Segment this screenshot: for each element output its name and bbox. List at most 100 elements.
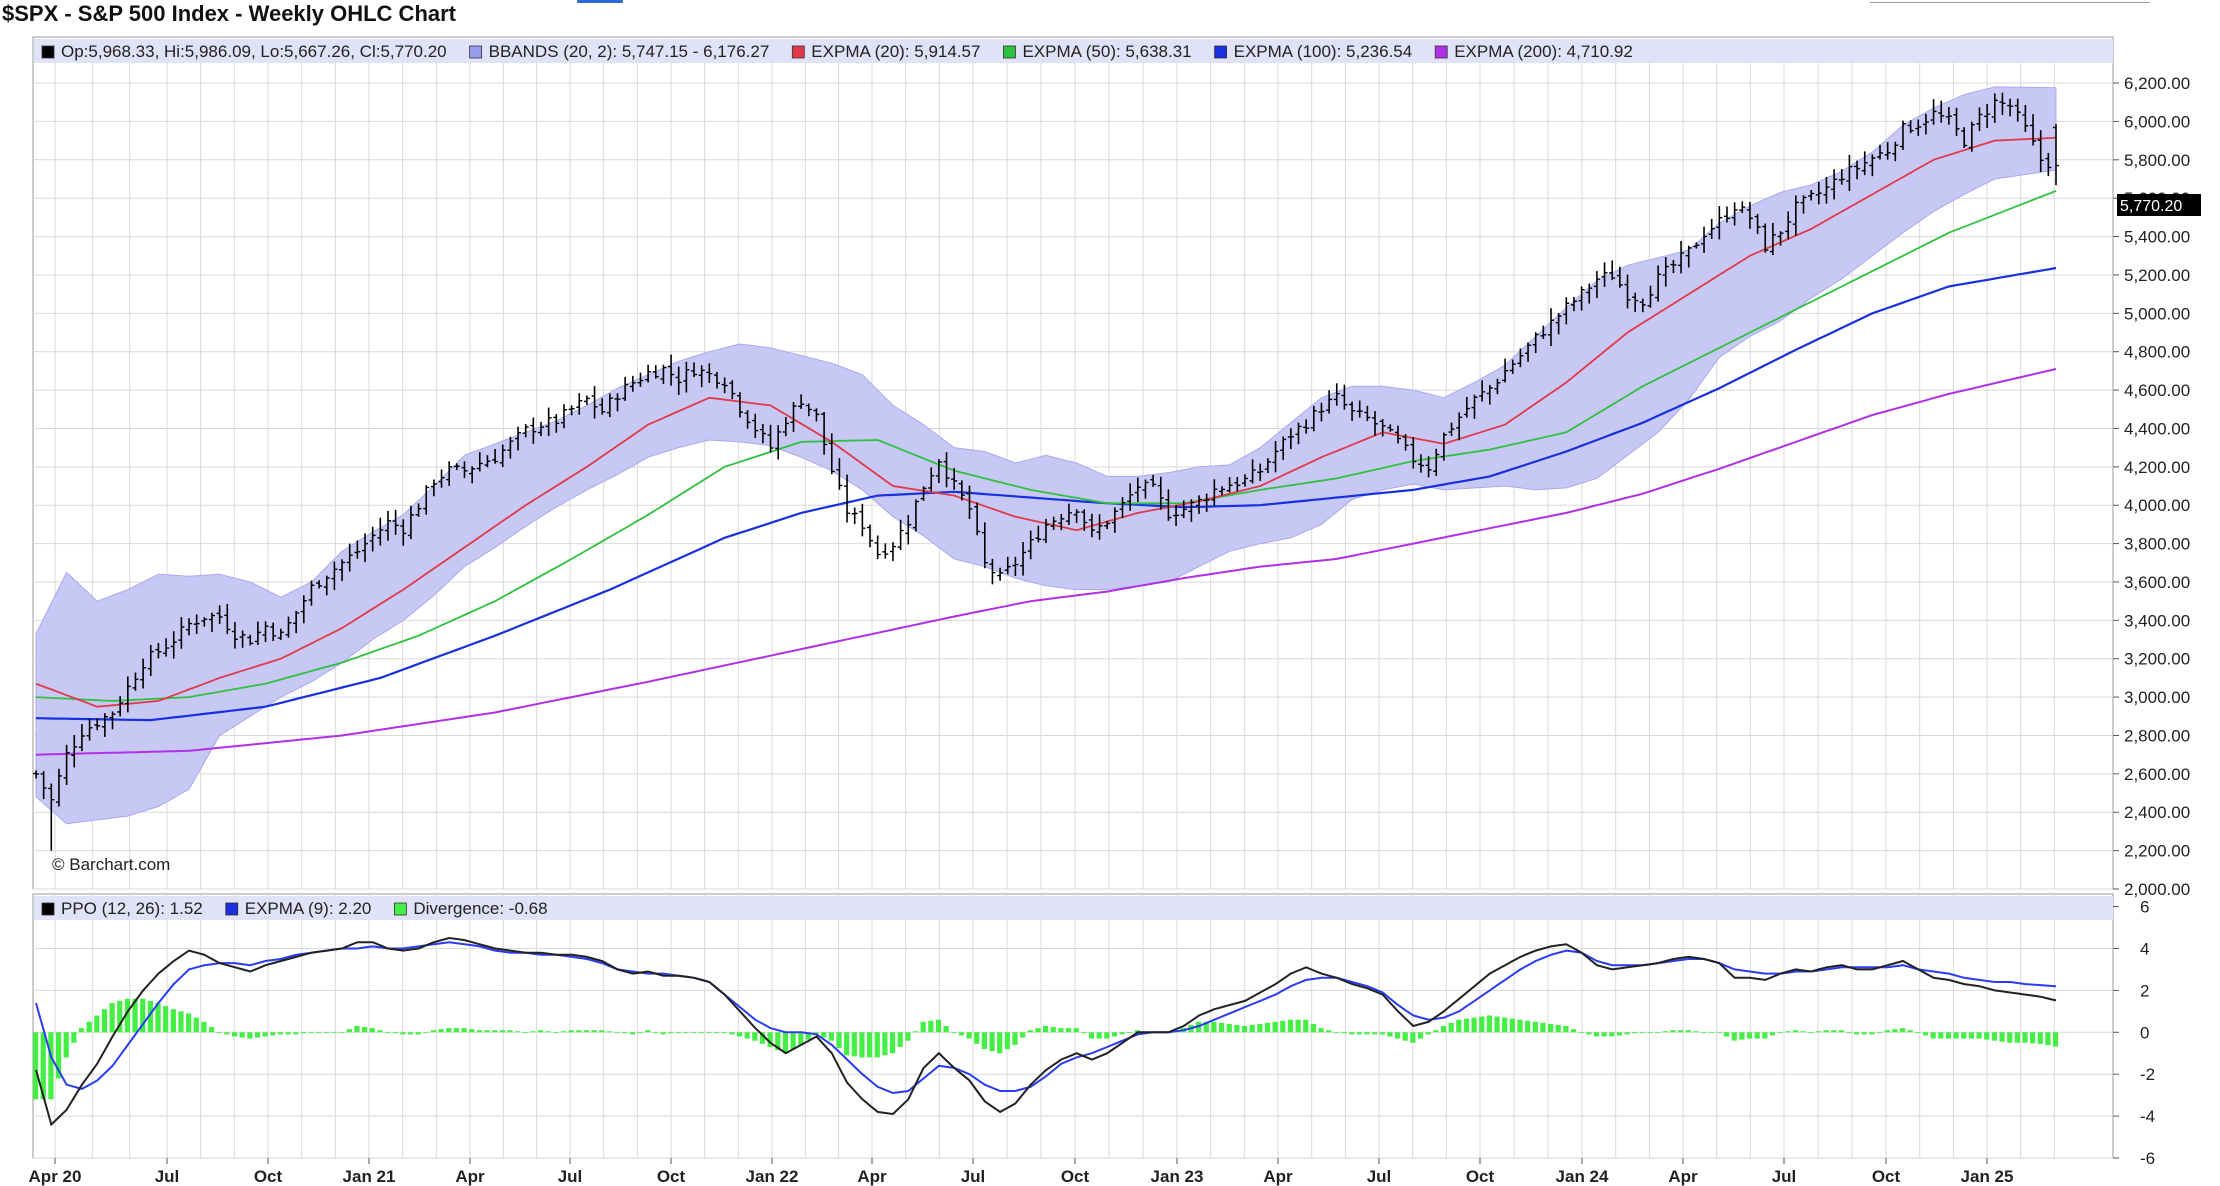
divergence-bar	[1073, 1028, 1079, 1033]
divergence-bar	[438, 1029, 444, 1033]
divergence-bar	[1043, 1026, 1049, 1033]
y-tick-label: 6,200.00	[2124, 74, 2190, 93]
divergence-bar	[790, 1032, 796, 1050]
legend-item-1: BBANDS (20, 2): 5,747.15 - 6,176.27	[489, 42, 770, 61]
divergence-bar	[905, 1032, 911, 1041]
main-grid	[33, 37, 2113, 890]
divergence-bar	[1915, 1032, 1921, 1034]
divergence-bar	[323, 1032, 329, 1034]
divergence-bar	[339, 1032, 345, 1034]
divergence-bar	[958, 1032, 965, 1036]
divergence-bar	[124, 998, 131, 1033]
ema200-line	[35, 368, 2057, 756]
divergence-bar	[1785, 1031, 1791, 1033]
x-tick-label: Oct	[1466, 1167, 1495, 1186]
divergence-bar	[300, 1032, 307, 1034]
divergence-bar	[492, 1030, 498, 1033]
divergence-bar	[1372, 1032, 1378, 1035]
divergence-bar	[1945, 1032, 1952, 1039]
divergence-bar	[384, 1032, 391, 1034]
ppo-pane[interactable]: 6 4 2 0 -2 -4 -6 PPO (12, 26): 1.52 EXPMA (9): …	[32, 893, 2155, 1168]
divergence-bar	[1563, 1026, 1569, 1033]
divergence-bar	[1448, 1022, 1454, 1033]
divergence-bar	[392, 1032, 398, 1034]
x-tick-label: Oct	[1061, 1167, 1090, 1186]
divergence-bar	[1387, 1032, 1393, 1037]
divergence-bar	[2053, 1032, 2059, 1047]
divergence-bar	[652, 1032, 658, 1034]
divergence-bar	[1349, 1032, 1355, 1035]
legend-item-2: Divergence: -0.68	[413, 899, 547, 918]
x-tick-label: Apr	[857, 1167, 887, 1186]
divergence-bar	[86, 1021, 92, 1033]
x-tick-label: Jan 24	[1556, 1167, 1609, 1186]
y-tick-label: -2	[2140, 1065, 2155, 1084]
divergence-bar	[186, 1013, 192, 1033]
divergence-bar	[683, 1032, 689, 1034]
y-tick-label: 3,400.00	[2124, 611, 2190, 630]
divergence-bar	[1494, 1016, 1500, 1033]
last-price-marker: 5,770.20	[2117, 194, 2201, 216]
divergence-bar	[1930, 1032, 1936, 1039]
divergence-bar	[851, 1032, 857, 1057]
divergence-bar	[239, 1032, 245, 1038]
divergence-bar	[1065, 1028, 1072, 1033]
divergence-bar	[2037, 1032, 2043, 1044]
divergence-bar	[277, 1032, 284, 1035]
main-price-pane[interactable]: 2,000.00 2,200.00 2,400.00 2,600.00 2,800.00…	[32, 36, 2201, 899]
divergence-bar	[1456, 1019, 1462, 1033]
divergence-bar	[1746, 1032, 1753, 1039]
divergence-bar	[1433, 1030, 1439, 1033]
legend-item-3: EXPMA (50): 5,638.31	[1022, 42, 1191, 61]
divergence-bar	[1249, 1024, 1255, 1033]
divergence-bar	[736, 1032, 743, 1037]
ppo-legend: PPO (12, 26): 1.52 EXPMA (9): 2.20 Diverge…	[34, 896, 2113, 920]
x-tick-label: Apr	[1263, 1167, 1293, 1186]
divergence-bar	[767, 1032, 773, 1047]
divergence-bar	[1999, 1032, 2005, 1042]
divergence-bar	[140, 998, 146, 1033]
divergence-bar	[377, 1030, 383, 1033]
divergence-bar	[675, 1032, 681, 1034]
y-tick-label: 5,800.00	[2124, 151, 2190, 170]
legend-swatch	[1434, 45, 1448, 59]
divergence-bar	[1463, 1018, 1470, 1033]
legend-swatch	[225, 902, 239, 916]
divergence-bar	[1578, 1032, 1584, 1034]
divergence-bar	[1479, 1016, 1485, 1033]
divergence-bar	[1532, 1021, 1538, 1033]
divergence-bar	[1670, 1030, 1676, 1033]
divergence-bar	[798, 1032, 804, 1045]
legend-band	[34, 39, 2113, 63]
divergence-bar	[2030, 1032, 2036, 1044]
divergence-bar	[48, 1032, 54, 1100]
divergence-bar	[1111, 1032, 1118, 1037]
divergence-bar	[1326, 1030, 1332, 1033]
divergence-bar	[163, 1006, 169, 1033]
divergence-bar	[308, 1032, 314, 1034]
divergence-bar	[1012, 1032, 1018, 1045]
divergence-bar	[1854, 1032, 1860, 1035]
divergence-bar	[897, 1032, 903, 1047]
divergence-bar	[637, 1032, 643, 1034]
y-tick-label: 3,200.00	[2124, 650, 2190, 669]
divergence-bar	[1647, 1032, 1653, 1034]
divergence-bar	[2007, 1032, 2013, 1043]
divergence-bar	[721, 1032, 727, 1034]
divergence-bar	[1731, 1032, 1737, 1041]
top-right-input-edge[interactable]	[1870, 0, 2150, 3]
divergence-bar	[55, 1032, 62, 1079]
divergence-bar	[1877, 1032, 1883, 1034]
divergence-bar	[101, 1009, 108, 1033]
y-tick-label: 3,000.00	[2124, 688, 2190, 707]
small-blue-tab-marker[interactable]	[577, 0, 623, 3]
divergence-bar	[1754, 1032, 1760, 1039]
divergence-bar	[1655, 1032, 1661, 1034]
divergence-bar	[645, 1030, 651, 1033]
divergence-bar	[1394, 1032, 1401, 1039]
y-tick-label: 6,000.00	[2124, 112, 2190, 131]
divergence-bar	[1808, 1032, 1814, 1034]
divergence-bar	[1624, 1032, 1630, 1035]
divergence-bar	[1356, 1032, 1362, 1035]
